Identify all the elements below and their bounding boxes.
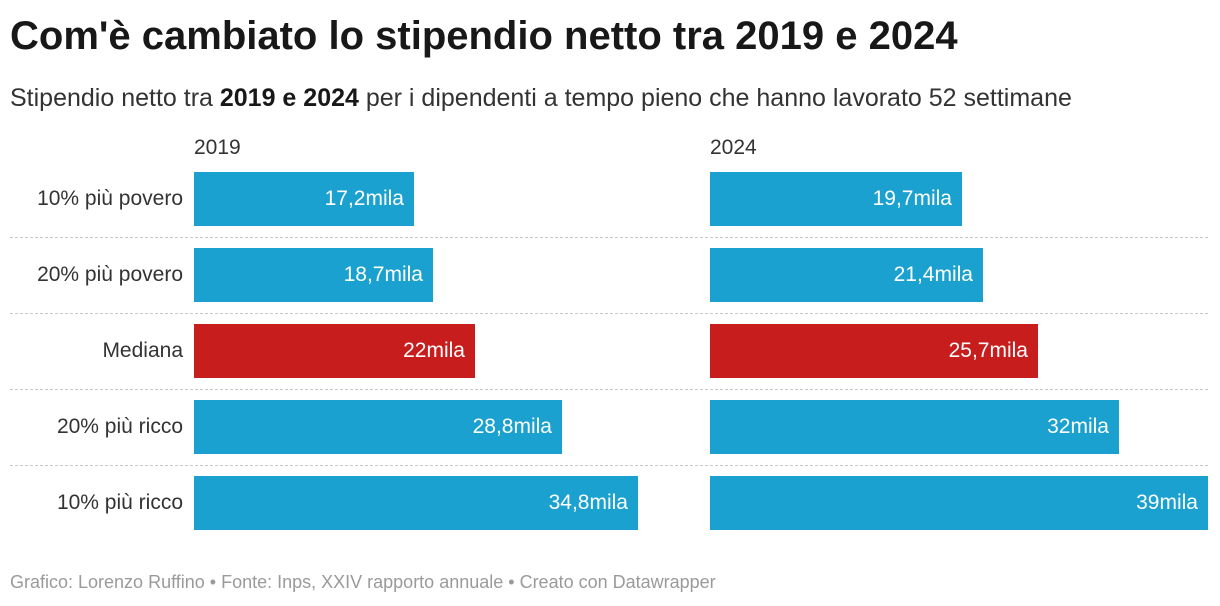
bar-2024: 25,7mila [710, 324, 1038, 378]
row-separator [10, 465, 1208, 466]
bar-value-label: 25,7mila [948, 339, 1028, 362]
bar-value-label: 18,7mila [343, 263, 423, 286]
bar-2019: 34,8mila [194, 476, 638, 530]
category-label: 20% più ricco [56, 415, 183, 438]
bar-2024: 32mila [710, 400, 1119, 454]
bar-2024: 39mila [710, 476, 1208, 530]
bar-value-label: 32mila [1047, 415, 1109, 438]
subtitle-text-bold: 2019 e 2024 [219, 84, 359, 112]
chart-footer: Grafico: Lorenzo Ruffino • Fonte: Inps, … [10, 572, 716, 592]
row-separator [10, 237, 1208, 238]
subtitle-text-end: per i dipendenti a tempo pieno che hanno… [358, 84, 1072, 112]
chart-subtitle: Stipendio netto tra 2019 e 2024 per i di… [10, 82, 1072, 114]
bar-value-label: 21,4mila [893, 263, 973, 286]
row-separator [10, 313, 1208, 314]
bar-2019: 17,2mila [194, 172, 414, 226]
category-label: 10% più povero [37, 187, 183, 210]
bar-value-label: 34,8mila [548, 491, 628, 514]
bar-2019: 22mila [194, 324, 475, 378]
category-label: 10% più ricco [56, 491, 183, 514]
bar-value-label: 22mila [403, 339, 465, 362]
chart-title: Com'è cambiato lo stipendio netto tra 20… [10, 14, 958, 58]
series-header-2019: 2019 [194, 136, 241, 159]
bar-2024: 21,4mila [710, 248, 983, 302]
bar-value-label: 19,7mila [872, 187, 952, 210]
bar-2019: 28,8mila [194, 400, 562, 454]
bar-2024: 19,7mila [710, 172, 962, 226]
bar-value-label: 39mila [1136, 491, 1198, 514]
category-label: Mediana [102, 339, 183, 362]
row-separator [10, 389, 1208, 390]
bar-value-label: 28,8mila [472, 415, 552, 438]
category-label: 20% più povero [37, 263, 183, 286]
bar-value-label: 17,2mila [324, 187, 404, 210]
bar-2019: 18,7mila [194, 248, 433, 302]
subtitle-text-start: Stipendio netto tra [10, 84, 220, 112]
series-header-2024: 2024 [710, 136, 757, 159]
